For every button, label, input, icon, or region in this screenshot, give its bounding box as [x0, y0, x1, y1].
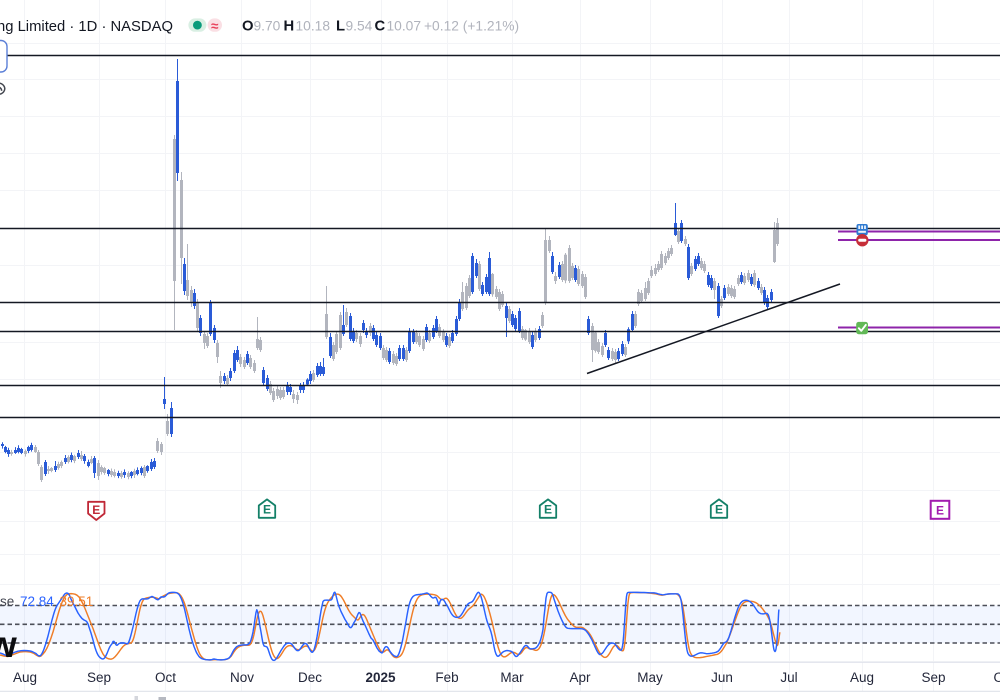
svg-text:se: se	[0, 594, 14, 609]
svg-text:Jul: Jul	[780, 670, 797, 685]
svg-text:Aug: Aug	[850, 670, 874, 685]
svg-text:May: May	[637, 670, 663, 685]
svg-text:≈: ≈	[211, 18, 219, 33]
svg-text:Aug: Aug	[13, 670, 37, 685]
svg-text:C: C	[375, 19, 386, 35]
svg-text:9.70: 9.70	[254, 19, 281, 34]
svg-text:H: H	[284, 19, 295, 35]
svg-text:E: E	[544, 503, 552, 517]
svg-text:Sep: Sep	[921, 670, 945, 685]
svg-text:Mar: Mar	[500, 670, 524, 685]
svg-text:L: L	[336, 19, 345, 35]
svg-text:E: E	[936, 504, 944, 518]
svg-text:ng Limited · 1D · NASDAQ: ng Limited · 1D · NASDAQ	[0, 19, 173, 35]
svg-text:10.07: 10.07	[387, 19, 422, 34]
svg-text:Jun: Jun	[711, 670, 733, 685]
svg-text:E: E	[263, 503, 271, 517]
svg-text:72.84: 72.84	[20, 594, 54, 609]
svg-text:9.54: 9.54	[346, 19, 373, 34]
svg-text:Nov: Nov	[230, 670, 254, 685]
svg-text:+0.12 (+1.21%): +0.12 (+1.21%)	[424, 19, 519, 34]
svg-text:E: E	[715, 503, 723, 517]
svg-text:O: O	[242, 19, 254, 35]
svg-text:2025: 2025	[365, 670, 396, 685]
svg-text:E: E	[92, 503, 100, 517]
svg-text:Feb: Feb	[435, 670, 458, 685]
svg-text:Apr: Apr	[569, 670, 591, 685]
svg-text:w: w	[0, 624, 17, 665]
svg-text:Sep: Sep	[87, 670, 111, 685]
svg-text:Oct: Oct	[993, 670, 1000, 685]
svg-text:39.51: 39.51	[60, 594, 94, 609]
svg-text:Oct: Oct	[155, 670, 176, 685]
svg-text:10.18: 10.18	[296, 19, 331, 34]
svg-text:Dec: Dec	[298, 670, 322, 685]
